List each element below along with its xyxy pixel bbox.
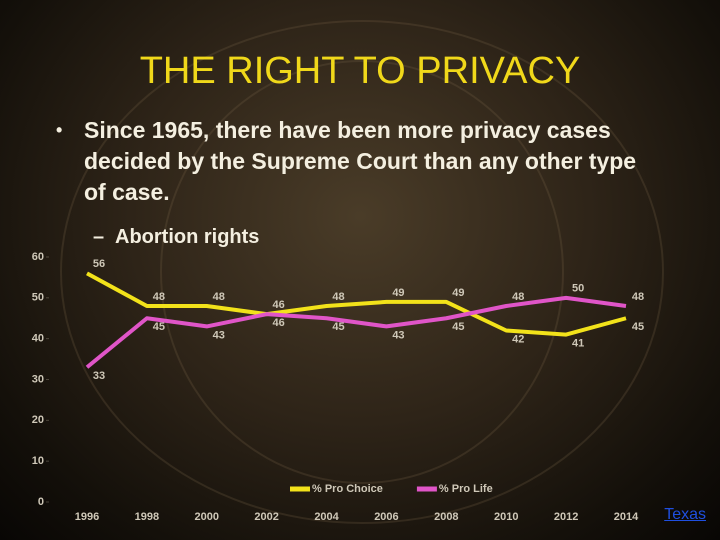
legend-label: % Pro Choice <box>312 483 383 495</box>
data-label: 49 <box>452 287 464 299</box>
data-label: 41 <box>572 337 584 349</box>
legend-label: % Pro Life <box>439 483 493 495</box>
data-label: 48 <box>632 291 644 303</box>
y-tick-label: 20 <box>32 414 44 426</box>
x-tick-label: 2000 <box>195 511 219 523</box>
data-label: 42 <box>512 333 524 345</box>
x-tick-label: 2010 <box>494 511 518 523</box>
x-tick-label: 2006 <box>374 511 398 523</box>
line <box>86 271 627 337</box>
data-label: 45 <box>452 321 464 333</box>
data-label: 49 <box>392 287 404 299</box>
globe-decoration <box>160 60 564 484</box>
data-label: 45 <box>632 321 644 333</box>
x-tick-label: 1998 <box>135 511 159 523</box>
x-tick-label: 2008 <box>434 511 458 523</box>
data-label: 43 <box>392 329 404 341</box>
data-label: 43 <box>213 329 225 341</box>
data-label: 50 <box>572 283 584 295</box>
y-tick-label: 40 <box>32 333 44 345</box>
data-label: 46 <box>273 317 285 329</box>
x-tick-label: 2014 <box>614 511 639 523</box>
sub-bullet: Abortion rights <box>93 226 260 249</box>
data-label: 45 <box>153 321 165 333</box>
y-tick-label: 30 <box>32 373 44 385</box>
y-tick-label: 10 <box>32 455 44 467</box>
slide-title: THE RIGHT TO PRIVACY <box>139 50 581 92</box>
data-label: 45 <box>332 321 344 333</box>
data-label: 48 <box>512 291 524 303</box>
x-tick-label: 2004 <box>314 511 339 523</box>
data-label: 56 <box>93 258 105 270</box>
line <box>85 295 627 369</box>
y-tick-label: 50 <box>32 292 44 304</box>
y-tick-label: 60 <box>32 251 44 263</box>
x-tick-label: 1996 <box>75 511 99 523</box>
globe-decoration <box>60 20 664 524</box>
data-label: 33 <box>93 370 105 382</box>
x-tick-label: 2002 <box>254 511 278 523</box>
data-label: 46 <box>273 299 285 311</box>
data-label: 48 <box>332 291 344 303</box>
bullet: Since 1965, there have been more privacy… <box>56 115 654 208</box>
data-label: 48 <box>213 291 225 303</box>
y-tick-label: 0 <box>38 496 44 508</box>
x-tick-label: 2012 <box>554 511 578 523</box>
data-label: 48 <box>153 291 165 303</box>
link[interactable]: Texas <box>664 506 706 523</box>
